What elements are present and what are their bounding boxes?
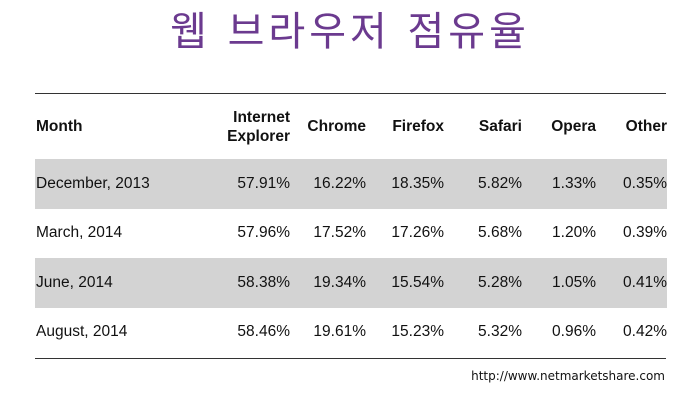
cell-firefox: 17.26% bbox=[391, 224, 444, 242]
cell-month: August, 2014 bbox=[36, 323, 128, 341]
column-header-ie-line2: Explorer bbox=[227, 127, 290, 145]
cell-safari: 5.32% bbox=[478, 323, 522, 341]
cell-chrome: 16.22% bbox=[290, 159, 366, 209]
cell-opera: 1.20% bbox=[552, 224, 596, 242]
cell-chrome: 17.52% bbox=[313, 224, 366, 242]
cell-chrome: 19.34% bbox=[290, 258, 366, 308]
cell-firefox: 15.54% bbox=[366, 258, 444, 308]
cell-safari: 5.28% bbox=[444, 258, 522, 308]
cell-other: 0.35% bbox=[596, 159, 667, 209]
table-row: June, 2014 58.38% 19.34% 15.54% 5.28% 1.… bbox=[35, 258, 667, 308]
cell-safari: 5.82% bbox=[444, 159, 522, 209]
cell-other: 0.39% bbox=[623, 224, 667, 242]
table-top-rule bbox=[35, 93, 666, 94]
cell-month: March, 2014 bbox=[36, 224, 123, 242]
cell-month: June, 2014 bbox=[35, 258, 214, 308]
column-header-opera: Opera bbox=[551, 118, 596, 135]
cell-firefox: 18.35% bbox=[366, 159, 444, 209]
source-url: http://www.netmarketshare.com bbox=[471, 369, 665, 383]
table-row: March, 2014 57.96% 17.52% 17.26% 5.68% 1… bbox=[35, 209, 667, 259]
cell-month: December, 2013 bbox=[35, 159, 214, 209]
cell-opera: 1.05% bbox=[522, 258, 596, 308]
column-header-chrome: Chrome bbox=[307, 118, 366, 135]
cell-internet-explorer: 57.91% bbox=[214, 159, 290, 209]
cell-internet-explorer: 58.38% bbox=[214, 258, 290, 308]
cell-internet-explorer: 57.96% bbox=[237, 224, 290, 242]
cell-chrome: 19.61% bbox=[313, 323, 366, 341]
cell-firefox: 15.23% bbox=[391, 323, 444, 341]
column-header-safari: Safari bbox=[478, 118, 522, 135]
cell-opera: 1.33% bbox=[522, 159, 596, 209]
cell-safari: 5.68% bbox=[478, 224, 522, 242]
browser-share-table: Month Internet Explorer Chrome Firefox S… bbox=[35, 94, 667, 357]
column-header-ie-line1: Internet bbox=[233, 108, 290, 126]
table-row: December, 2013 57.91% 16.22% 18.35% 5.82… bbox=[35, 159, 667, 209]
cell-other: 0.42% bbox=[623, 323, 667, 341]
column-header-internet-explorer: Internet Explorer bbox=[214, 94, 290, 159]
cell-opera: 0.96% bbox=[552, 323, 596, 341]
column-header-other: Other bbox=[625, 118, 667, 135]
page-title: 웹 브라우저 점유율 bbox=[170, 9, 530, 55]
table-row: August, 2014 58.46% 19.61% 15.23% 5.32% … bbox=[35, 308, 667, 358]
cell-other: 0.41% bbox=[596, 258, 667, 308]
cell-internet-explorer: 58.46% bbox=[237, 323, 290, 341]
table-header-row: Month Internet Explorer Chrome Firefox S… bbox=[35, 94, 667, 159]
column-header-month: Month bbox=[36, 118, 83, 135]
table-bottom-rule bbox=[35, 358, 666, 359]
column-header-firefox: Firefox bbox=[392, 118, 444, 135]
